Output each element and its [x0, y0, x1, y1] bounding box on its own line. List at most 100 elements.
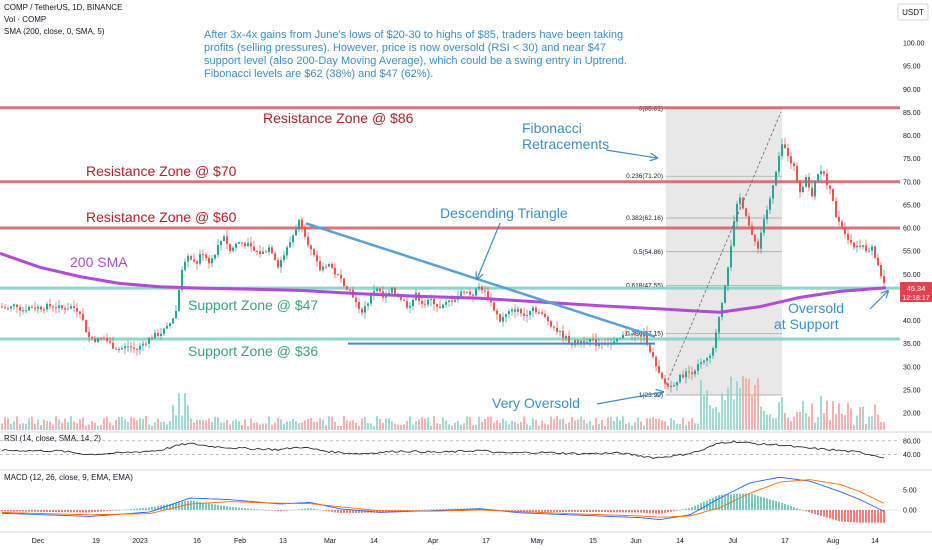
macd-histogram-bar — [7, 510, 9, 512]
candle-body — [535, 307, 537, 313]
volume-bar — [808, 416, 810, 430]
macd-histogram-bar — [838, 510, 840, 522]
volume-indicator-label[interactable]: Vol · COMP — [4, 15, 46, 24]
volume-bar — [256, 422, 258, 430]
macd-histogram-bar — [667, 510, 669, 513]
candle-body — [424, 303, 426, 305]
macd-histogram-bar — [52, 510, 54, 513]
candle-body — [85, 319, 87, 333]
currency-button[interactable]: USDT — [897, 3, 929, 21]
macd-histogram-bar — [79, 510, 81, 513]
price-axis-tick: 35.00 — [903, 341, 921, 348]
volume-bar — [160, 422, 162, 430]
candle-body — [373, 290, 375, 295]
candle-body — [877, 257, 879, 265]
candle-body — [817, 174, 819, 182]
volume-bar — [205, 420, 207, 430]
volume-bar — [622, 416, 624, 430]
macd-histogram-bar — [442, 509, 444, 510]
volume-bar — [817, 417, 819, 430]
volume-bar — [202, 419, 204, 430]
candle-body — [823, 171, 825, 174]
candle-body — [337, 274, 339, 276]
price-candles — [1, 138, 885, 393]
volume-bar — [619, 420, 621, 430]
candle-body — [631, 333, 633, 335]
macd-histogram-bar — [805, 510, 807, 512]
volume-bar — [757, 378, 759, 430]
time-axis-tick: Feb — [234, 538, 246, 545]
volume-bar — [415, 421, 417, 430]
macd-histogram-bar — [142, 508, 144, 510]
candle-body — [139, 345, 141, 350]
volume-bar — [241, 425, 243, 430]
candle-body — [430, 299, 432, 301]
candle-body — [289, 242, 291, 248]
macd-histogram-bar — [190, 500, 192, 510]
macd-histogram-bar — [502, 510, 504, 511]
price-pane[interactable]: 0(85.81)0.236(71.20)0.382(62.16)0.5(54.8… — [0, 106, 900, 430]
time-axis[interactable]: Dec 19 2023 16 Feb 13 Mar 14 Apr 17 May 15 Jun 14 Jul 1… — [32, 538, 879, 545]
volume-bar — [349, 421, 351, 430]
macd-histogram-bar — [643, 510, 645, 513]
macd-histogram-bar — [436, 509, 438, 510]
candle-body — [271, 247, 273, 254]
symbol-title[interactable]: COMP / TetherUS, 1D, BINANCE — [4, 3, 122, 12]
candle-body — [13, 304, 15, 307]
volume-bar — [520, 421, 522, 430]
support-47-label: Support Zone @ $47 — [188, 297, 318, 313]
volume-bar — [682, 417, 684, 430]
sma-indicator-label[interactable]: SMA (200, close, 0, SMA, 5) — [4, 27, 105, 36]
volume-bar — [712, 408, 714, 430]
macd-histogram-bar — [493, 509, 495, 510]
volume-bar — [70, 416, 72, 430]
macd-histogram-bar — [505, 510, 507, 511]
macd-histogram-bar — [409, 510, 411, 511]
candle-body — [664, 378, 666, 384]
candle-body — [268, 247, 270, 253]
volume-bar — [391, 421, 393, 430]
volume-bar — [598, 423, 600, 430]
price-axis[interactable]: 100.00 95.00 90.00 85.00 80.00 75.00 70.00 65.0… — [903, 41, 925, 418]
oversold-label-line2: at Support — [774, 316, 839, 332]
volume-bar — [724, 399, 726, 430]
volume-bar — [658, 418, 660, 430]
oversold-label-line1: Oversold — [788, 300, 844, 316]
macd-histogram-bar — [712, 497, 714, 510]
macd-histogram-bar — [604, 510, 606, 513]
volume-bar — [568, 422, 570, 430]
candle-body — [70, 306, 72, 309]
volume-bar — [769, 414, 771, 430]
rsi-pane[interactable]: RSI (14, close, SMA, 14, 2) 80.00 40.00 — [0, 434, 921, 459]
macd-histogram-bar — [274, 510, 276, 511]
volume-bar — [643, 425, 645, 430]
macd-histogram-bar — [619, 510, 621, 513]
macd-histogram-bar — [82, 510, 84, 513]
macd-histogram-bar — [268, 510, 270, 511]
candle-body — [451, 300, 453, 302]
macd-pane[interactable]: MACD (12, 26, close, 9, EMA, EMA) 5.00 0.… — [0, 473, 917, 523]
macd-axis-tick: 0.00 — [903, 508, 917, 515]
macd-histogram-bar — [856, 510, 858, 523]
macd-histogram-bar — [853, 510, 855, 523]
volume-bar — [235, 419, 237, 430]
macd-histogram-bar — [313, 508, 315, 510]
volume-bar — [190, 418, 192, 430]
candle-body — [496, 310, 498, 315]
macd-histogram-bar — [586, 510, 588, 512]
candle-body — [763, 219, 765, 233]
macd-histogram-bar — [697, 504, 699, 510]
candle-body — [697, 364, 699, 371]
macd-histogram-bar — [343, 510, 345, 514]
macd-histogram-bar — [817, 510, 819, 515]
volume-bar — [805, 413, 807, 430]
candle-body — [589, 339, 591, 342]
candle-body — [100, 337, 102, 339]
candle-body — [622, 334, 624, 339]
macd-histogram-bar — [769, 499, 771, 510]
macd-histogram-bar — [40, 510, 42, 512]
candle-body — [673, 385, 675, 387]
oversold-arrow — [869, 291, 888, 310]
macd-histogram-bar — [310, 508, 312, 510]
